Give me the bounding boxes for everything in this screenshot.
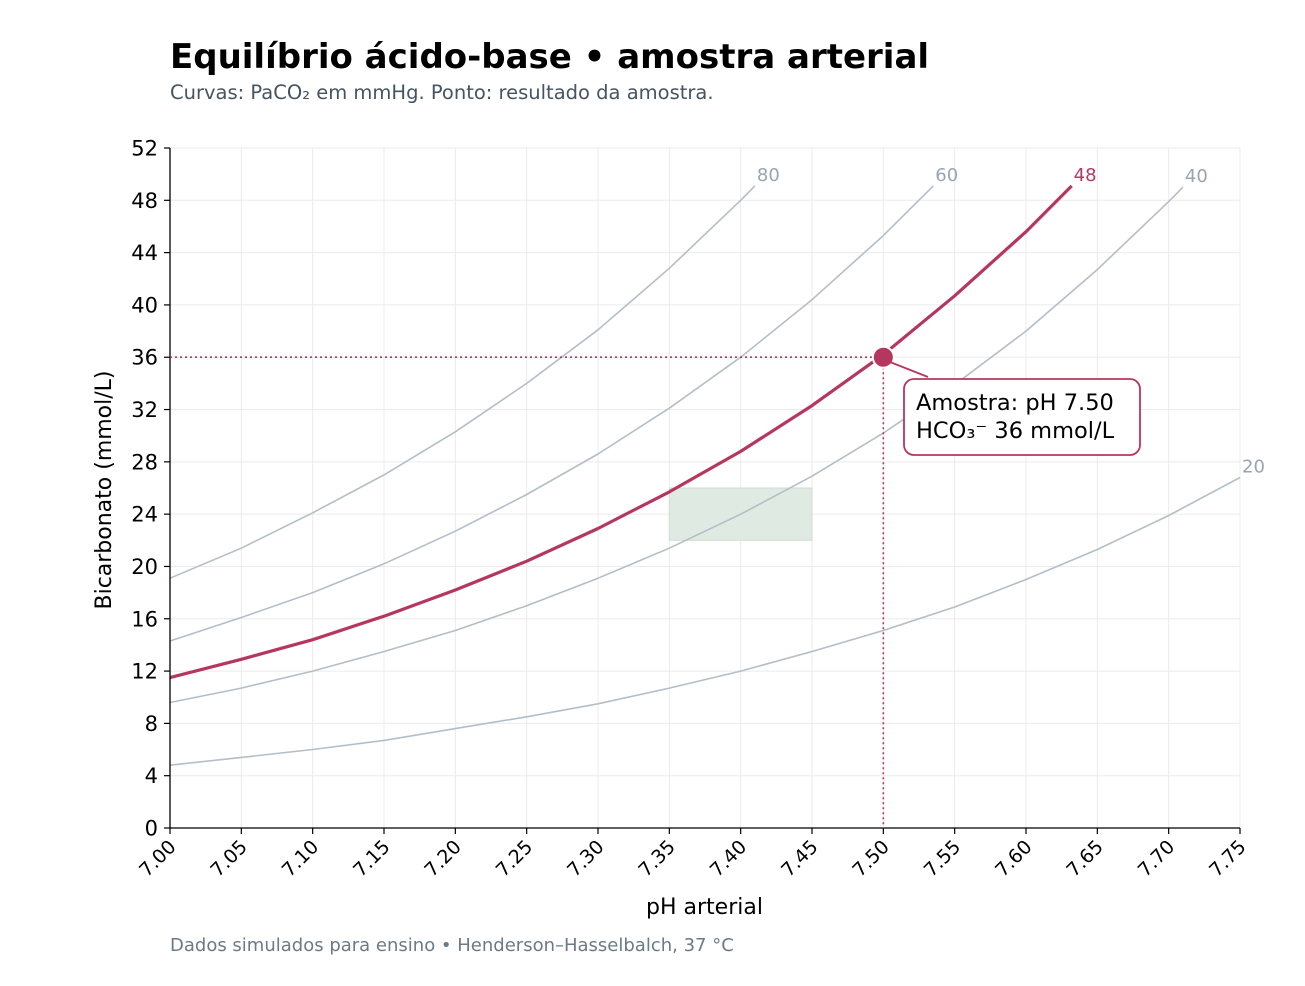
- curve-paco2-80: [169, 185, 756, 579]
- annotation-line-2: HCO₃⁻ 36 mmol/L: [916, 418, 1115, 444]
- y-tick-label: 48: [131, 189, 158, 213]
- x-axis-label: pH arterial: [646, 895, 763, 920]
- x-tick-label: 7.20: [420, 836, 465, 881]
- curve-paco2-20: [169, 476, 1241, 766]
- annotation-box: [903, 378, 1141, 456]
- curve-label-48: 48: [1074, 165, 1097, 186]
- x-tick-label: 7.60: [991, 836, 1036, 881]
- x-tick-label: 7.35: [634, 836, 679, 881]
- chart-title: Equilíbrio ácido-base • amostra arterial: [170, 37, 929, 77]
- x-tick-label: 7.40: [706, 836, 751, 881]
- y-tick-label: 8: [145, 712, 158, 736]
- curve-label-80: 80: [757, 165, 780, 186]
- y-tick-label: 24: [131, 503, 158, 527]
- x-tick-label: 7.30: [563, 836, 608, 881]
- y-tick-label: 44: [131, 241, 158, 265]
- x-tick-label: 7.10: [278, 836, 323, 881]
- y-tick-label: 16: [131, 607, 158, 631]
- curve-paco2-48: [169, 184, 1073, 680]
- curve-label-60: 60: [935, 165, 958, 186]
- curve-label-40: 40: [1185, 166, 1208, 187]
- y-axis-label: Bicarbonato (mmol/L): [92, 370, 117, 609]
- x-tick-label: 7.05: [206, 836, 251, 881]
- x-tick-label: 7.00: [135, 836, 180, 881]
- y-tick-label: 28: [131, 450, 158, 474]
- y-tick-label: 0: [145, 817, 158, 841]
- x-tick-label: 7.70: [1134, 836, 1179, 881]
- y-tick-label: 32: [131, 398, 158, 422]
- chart-subtitle: Curvas: PaCO₂ em mmHg. Ponto: resultado …: [170, 81, 714, 104]
- x-tick-label: 7.65: [1062, 836, 1107, 881]
- chart-footer: Dados simulados para ensino • Henderson–…: [170, 935, 734, 956]
- x-tick-label: 7.15: [349, 836, 394, 881]
- y-tick-label: 52: [131, 137, 158, 161]
- x-tick-label: 7.45: [777, 836, 822, 881]
- grid: [169, 147, 1241, 829]
- y-tick-label: 12: [131, 660, 158, 684]
- annotation-line-1: Amostra: pH 7.50: [916, 390, 1114, 416]
- y-tick-label: 20: [131, 555, 158, 579]
- x-tick-label: 7.75: [1205, 836, 1250, 881]
- curve-paco2-40: [169, 186, 1184, 704]
- curve-paco2-60: [169, 185, 934, 642]
- curve-label-20: 20: [1242, 457, 1265, 478]
- y-tick-label: 4: [145, 764, 158, 788]
- sample-layer: [170, 345, 895, 828]
- x-tick-label: 7.25: [492, 836, 537, 881]
- x-tick-label: 7.50: [848, 836, 893, 881]
- y-tick-label: 40: [131, 293, 158, 317]
- paco2-curves: 80 60 48 40 20: [169, 165, 1265, 766]
- sample-point: [871, 345, 895, 369]
- x-tick-label: 7.55: [920, 836, 965, 881]
- y-tick-label: 36: [131, 346, 158, 370]
- sample-annotation: Amostra: pH 7.50 HCO₃⁻ 36 mmol/L: [889, 361, 1141, 456]
- annotation-leader-line: [889, 361, 929, 378]
